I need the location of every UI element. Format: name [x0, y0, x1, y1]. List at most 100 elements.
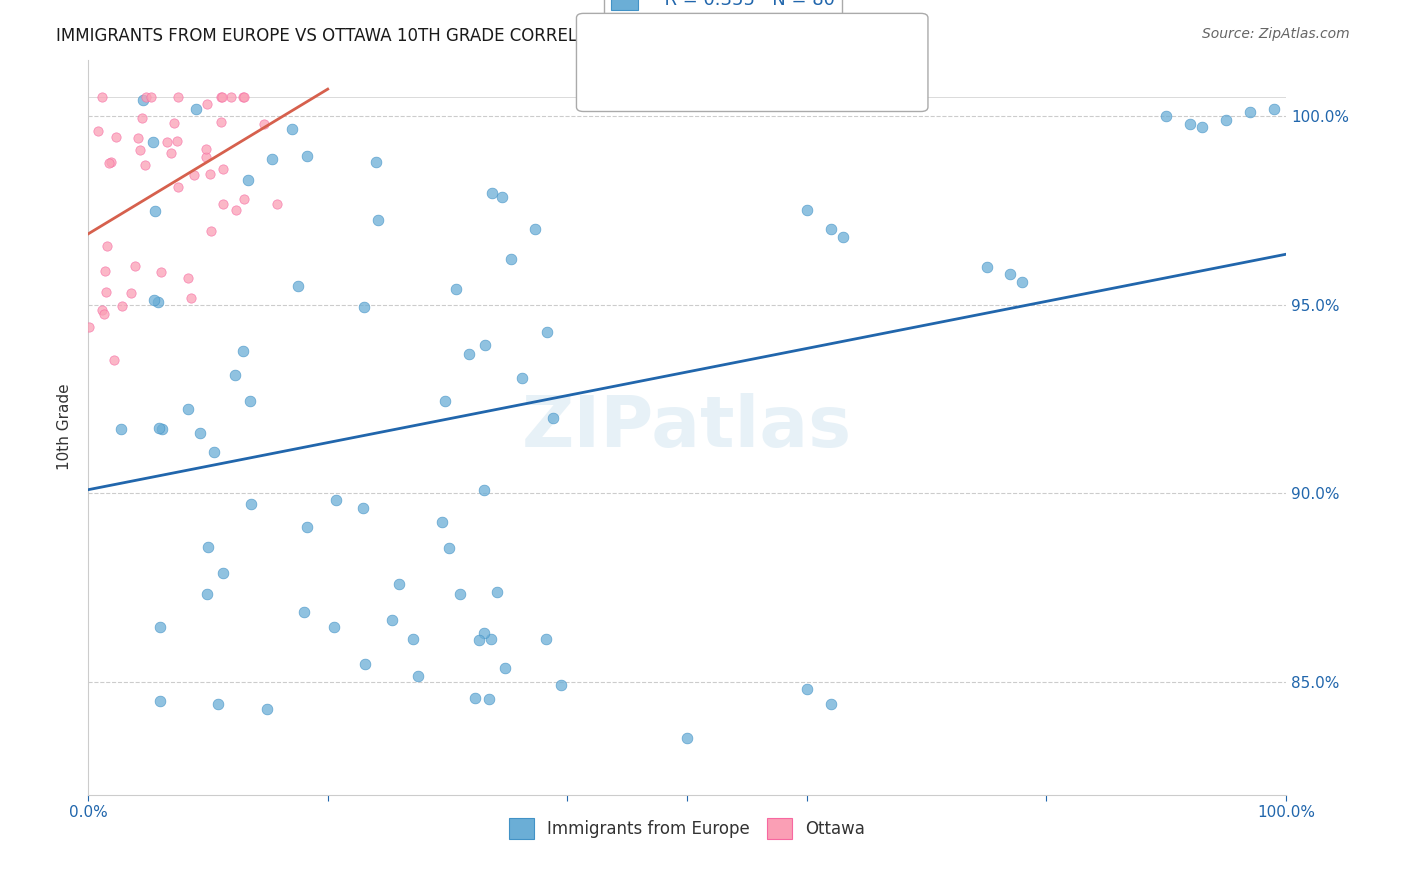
Point	[239, 497, 262, 511]
Text: IMMIGRANTS FROM EUROPE VS OTTAWA 10TH GRADE CORRELATION CHART: IMMIGRANTS FROM EUROPE VS OTTAWA 10TH GR…	[56, 27, 690, 45]
Point	[212, 566, 235, 580]
Point	[256, 702, 278, 716]
Point	[1215, 112, 1237, 127]
Point	[195, 97, 218, 112]
Point	[183, 168, 205, 182]
Point	[166, 90, 188, 104]
Point	[159, 146, 181, 161]
Point	[120, 286, 142, 301]
Point	[253, 117, 276, 131]
Point	[93, 307, 115, 321]
Point	[202, 445, 225, 459]
Point	[831, 229, 853, 244]
Point	[430, 515, 453, 529]
Point	[472, 483, 495, 497]
Point	[124, 259, 146, 273]
Point	[166, 134, 188, 148]
Point	[796, 682, 818, 697]
Point	[1011, 275, 1033, 289]
Point	[100, 154, 122, 169]
Point	[295, 520, 318, 534]
Point	[478, 691, 501, 706]
Point	[90, 90, 112, 104]
Point	[211, 196, 233, 211]
Point	[149, 694, 172, 708]
Point	[110, 422, 132, 436]
Point	[1239, 105, 1261, 120]
Point	[91, 303, 114, 318]
Point	[232, 90, 254, 104]
Point	[820, 697, 842, 711]
Point	[239, 394, 262, 409]
Point	[94, 264, 117, 278]
Point	[550, 678, 572, 692]
Point	[353, 300, 375, 314]
Point	[149, 265, 172, 279]
Point	[97, 156, 120, 170]
Point	[134, 158, 156, 172]
Point	[260, 152, 283, 166]
Point	[177, 271, 200, 285]
Point	[325, 492, 347, 507]
Point	[186, 102, 208, 116]
Point	[195, 142, 218, 156]
Point	[225, 202, 247, 217]
Point	[322, 620, 344, 634]
Point	[295, 149, 318, 163]
Point	[142, 135, 165, 149]
Point	[468, 633, 491, 648]
Point	[232, 90, 254, 104]
Point	[541, 411, 564, 425]
Point	[796, 203, 818, 218]
Point	[1263, 102, 1285, 116]
Point	[219, 90, 242, 104]
Point	[266, 197, 288, 211]
Point	[197, 540, 219, 554]
Point	[499, 252, 522, 267]
Text: ZIPatlas: ZIPatlas	[522, 392, 852, 462]
Point	[236, 173, 259, 187]
Text: Source: ZipAtlas.com: Source: ZipAtlas.com	[1202, 27, 1350, 41]
Point	[212, 161, 235, 176]
Point	[292, 605, 315, 619]
Point	[104, 130, 127, 145]
Point	[676, 731, 699, 746]
Point	[449, 587, 471, 601]
Point	[96, 285, 118, 299]
Point	[211, 90, 233, 104]
Point	[143, 204, 166, 219]
Point	[200, 224, 222, 238]
Point	[444, 283, 467, 297]
Point	[1154, 109, 1177, 123]
Point	[512, 371, 534, 385]
Point	[129, 144, 152, 158]
Point	[142, 293, 165, 308]
Point	[464, 691, 486, 706]
Point	[150, 422, 173, 436]
Point	[458, 346, 481, 360]
Point	[524, 222, 547, 236]
Point	[287, 278, 309, 293]
Point	[198, 167, 221, 181]
Point	[77, 320, 100, 334]
Point	[534, 632, 557, 647]
Point	[381, 613, 404, 627]
Point	[111, 300, 134, 314]
Point	[367, 213, 389, 227]
Point	[149, 620, 172, 634]
Point	[536, 326, 558, 340]
Point	[96, 239, 118, 253]
Point	[224, 368, 246, 382]
Point	[481, 632, 503, 646]
Point	[127, 130, 149, 145]
Point	[474, 626, 496, 640]
Point	[437, 541, 460, 555]
Point	[434, 393, 457, 408]
Point	[197, 586, 219, 600]
Point	[402, 632, 425, 647]
Point	[233, 192, 256, 206]
Legend: Immigrants from Europe, Ottawa: Immigrants from Europe, Ottawa	[502, 812, 872, 846]
Point	[1000, 268, 1022, 282]
Point	[135, 90, 157, 104]
Point	[207, 697, 229, 711]
